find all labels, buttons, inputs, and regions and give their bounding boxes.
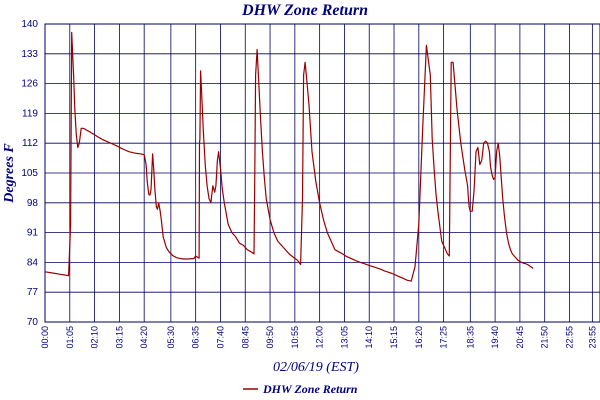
x-tick-label: 06:35 (191, 326, 201, 349)
x-tick-label: 22:55 (564, 326, 574, 349)
x-tick-label: 18:35 (465, 326, 475, 349)
x-tick-label: 07:40 (215, 326, 225, 349)
series-line (44, 31, 534, 282)
x-tick-label: 03:15 (114, 326, 124, 349)
x-tick-label: 17:25 (439, 326, 449, 349)
x-tick-label: 10:55 (290, 326, 300, 349)
y-tick-label: 77 (27, 287, 39, 298)
legend-label: DHW Zone Return (262, 382, 358, 396)
y-tick-label: 91 (27, 228, 39, 239)
x-tick-label: 05:30 (166, 326, 176, 349)
series-group (44, 31, 534, 282)
chart-title: DHW Zone Return (241, 2, 368, 19)
x-tick-label: 20:45 (515, 326, 525, 349)
x-tick-label: 00:00 (40, 326, 50, 349)
x-tick-label: 23:55 (587, 326, 597, 349)
x-tick-label: 04:20 (139, 326, 149, 349)
x-tick-label: 19:40 (490, 326, 500, 349)
x-tick-label: 12:00 (315, 326, 325, 349)
y-tick-label: 98 (27, 198, 39, 209)
y-tick-label: 112 (22, 138, 38, 149)
y-tick-labels: 70 77 84 91 98 105 112 119 126 133 140 (21, 19, 38, 328)
x-tick-label: 15:15 (389, 326, 399, 349)
plot-frame (44, 23, 600, 323)
x-tick-label: 21:50 (540, 326, 550, 349)
x-tick-label: 02:10 (90, 326, 100, 349)
y-tick-label: 84 (27, 257, 39, 268)
grid (44, 23, 600, 323)
x-tick-labels: 00:00 01:05 02:10 03:15 04:20 05:30 06:35 07:40… (40, 326, 597, 349)
y-tick-label: 70 (27, 317, 39, 328)
x-axis-label: 02/06/19 (EST) (273, 360, 359, 375)
x-tick-label: 14:10 (364, 326, 374, 349)
y-axis-label: Degrees F (2, 143, 17, 204)
x-tick-label: 09:50 (265, 326, 275, 349)
x-tick-label: 01:05 (65, 326, 75, 349)
x-tick-label: 16:20 (414, 326, 424, 349)
y-tick-label: 105 (21, 168, 38, 179)
y-tick-label: 119 (22, 108, 38, 119)
x-tick-label: 13:05 (339, 326, 349, 349)
y-tick-label: 133 (21, 49, 38, 60)
legend: DHW Zone Return (243, 382, 358, 396)
y-tick-label: 140 (21, 19, 38, 30)
y-tick-label: 126 (21, 79, 38, 90)
x-tick-label: 08:45 (240, 326, 250, 349)
